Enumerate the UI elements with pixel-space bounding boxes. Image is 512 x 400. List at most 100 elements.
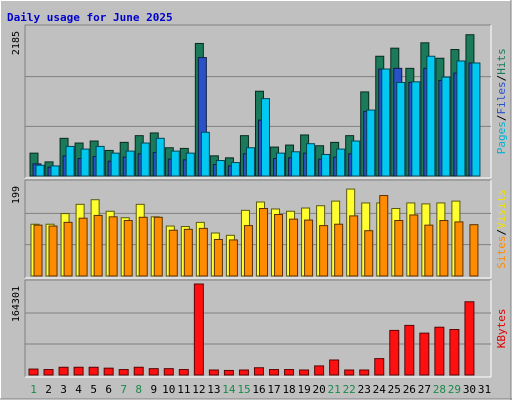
series-axis-label-part: Sites	[495, 235, 508, 268]
bar-sites-day-15	[243, 225, 253, 277]
bar-sites-day-30	[469, 224, 479, 277]
bar-sites-day-8	[138, 216, 148, 277]
bar-sites-day-11	[183, 228, 193, 277]
bar-pages-day-27	[426, 55, 436, 177]
bar-pages-day-22	[351, 140, 361, 177]
bar-kbytes-day-14	[223, 369, 234, 376]
x-tick-label: 31	[478, 383, 491, 396]
bar-kbytes-day-12	[193, 283, 204, 376]
x-tick-label: 21	[328, 383, 341, 396]
bar-pages-day-10	[170, 150, 180, 177]
bar-kbytes-day-2	[43, 369, 54, 376]
bar-pages-day-1	[35, 164, 45, 177]
x-tick-label: 6	[105, 383, 112, 396]
bar-kbytes-day-15	[238, 369, 249, 376]
bar-pages-day-21	[336, 148, 346, 177]
bar-sites-day-26	[409, 214, 419, 277]
series-axis-label-part: KBytes	[495, 309, 508, 349]
bar-pages-day-8	[140, 142, 150, 177]
x-tick-label: 10	[162, 383, 175, 396]
panel-middle: 199 Sites/Visits	[11, 179, 508, 279]
bar-kbytes-day-28	[434, 326, 445, 376]
bar-pages-day-4	[80, 148, 90, 177]
bar-kbytes-day-7	[118, 369, 129, 376]
series-axis-label-part: Files	[495, 81, 508, 114]
series-axis-label-part: Visits	[495, 189, 508, 229]
bar-sites-day-22	[349, 215, 359, 277]
bar-sites-day-9	[153, 216, 163, 277]
x-tick-label: 24	[373, 383, 387, 396]
bar-sites-day-21	[334, 223, 344, 277]
bar-pages-day-30	[471, 62, 481, 177]
bar-sites-day-29	[454, 221, 464, 277]
x-tick-label: 15	[237, 383, 250, 396]
series-axis-label-part: /	[495, 115, 508, 122]
bar-kbytes-day-10	[163, 368, 174, 376]
bar-kbytes-day-19	[299, 369, 310, 376]
bar-pages-day-20	[321, 153, 331, 177]
y-max-label: 2185	[11, 31, 22, 55]
x-tick-label: 5	[90, 383, 97, 396]
series-axis-label-part: /	[495, 75, 508, 82]
bar-pages-day-29	[456, 60, 466, 177]
x-tick-label: 16	[252, 383, 265, 396]
bar-sites-day-16	[258, 208, 268, 277]
series-axis-label: KBytes	[495, 309, 508, 349]
x-tick-label: 19	[297, 383, 310, 396]
bar-sites-day-13	[213, 238, 223, 277]
bar-sites-day-1	[33, 224, 43, 277]
x-tick-label: 8	[135, 383, 142, 396]
bar-pages-day-25	[396, 81, 406, 177]
bar-sites-day-23	[364, 230, 374, 277]
bar-kbytes-day-21	[329, 359, 340, 376]
chart-title: Daily usage for June 2025	[7, 11, 173, 24]
x-tick-label: 20	[313, 383, 326, 396]
bar-sites-day-24	[379, 195, 389, 277]
panel-bottom: 164301 KBytes	[11, 279, 508, 378]
bar-kbytes-day-20	[314, 365, 325, 376]
bar-kbytes-day-23	[359, 369, 370, 376]
x-tick-label: 30	[463, 383, 476, 396]
bar-pages-day-2	[50, 165, 60, 177]
bar-kbytes-day-6	[103, 367, 114, 376]
x-tick-label: 17	[267, 383, 280, 396]
bar-kbytes-day-17	[269, 369, 280, 376]
bar-sites-day-27	[424, 224, 434, 277]
bar-pages-day-7	[125, 150, 135, 177]
series-axis-label-part: Hits	[495, 48, 508, 75]
bar-pages-day-15	[245, 147, 255, 177]
bar-kbytes-day-9	[148, 368, 159, 376]
bar-pages-day-16	[260, 98, 270, 177]
x-tick-label: 27	[418, 383, 431, 396]
bar-sites-day-6	[108, 216, 118, 277]
bar-pages-day-3	[65, 145, 75, 177]
x-tick-label: 1	[30, 383, 37, 396]
x-tick-label: 3	[60, 383, 67, 396]
x-tick-label: 13	[207, 383, 220, 396]
bar-kbytes-day-24	[374, 358, 385, 376]
bar-kbytes-day-27	[419, 332, 430, 376]
series-axis-label-part: Pages	[495, 121, 508, 154]
bar-kbytes-day-30	[464, 301, 475, 376]
bar-pages-day-11	[185, 152, 195, 177]
bar-sites-day-20	[319, 225, 329, 277]
bar-sites-day-19	[304, 219, 314, 277]
y-max-label: 199	[11, 186, 22, 204]
x-tick-label: 23	[358, 383, 371, 396]
series-axis-label: Pages/Files/Hits	[495, 48, 508, 154]
bar-kbytes-day-4	[73, 366, 84, 376]
bar-pages-day-6	[110, 152, 120, 177]
bar-sites-day-14	[228, 239, 238, 277]
bar-kbytes-day-3	[58, 366, 69, 376]
bar-pages-day-12	[200, 131, 210, 177]
bar-kbytes-day-8	[133, 366, 144, 376]
x-tick-label: 9	[150, 383, 157, 396]
bar-pages-day-17	[276, 152, 286, 177]
x-tick-label: 11	[177, 383, 190, 396]
series-axis-label: Sites/Visits	[495, 189, 508, 269]
bar-kbytes-day-13	[208, 369, 219, 376]
bar-kbytes-day-25	[389, 329, 400, 376]
x-tick-label: 2	[45, 383, 52, 396]
bar-sites-day-7	[123, 220, 133, 277]
